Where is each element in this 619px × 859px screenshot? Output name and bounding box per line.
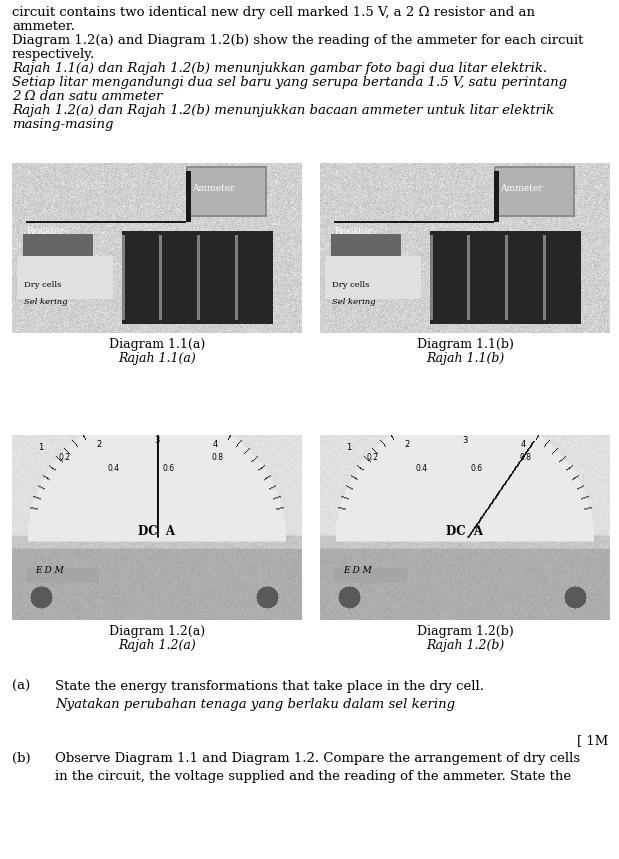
Text: 1: 1 [347, 443, 352, 453]
Text: Rajah 1.2(a) dan Rajah 1.2(b) menunjukkan bacaan ammeter untuk litar elektrik: Rajah 1.2(a) dan Rajah 1.2(b) menunjukka… [12, 104, 554, 117]
Text: 2 Ω dan satu ammeter: 2 Ω dan satu ammeter [12, 90, 162, 103]
Text: 0.4: 0.4 [415, 464, 428, 472]
Text: 0.6: 0.6 [163, 464, 175, 472]
Text: Resistor: Resistor [334, 227, 373, 235]
Text: 2: 2 [404, 440, 410, 448]
Text: 0.2: 0.2 [58, 453, 70, 461]
Text: circuit contains two identical new dry cell marked 1.5 V, a 2 Ω resistor and an: circuit contains two identical new dry c… [12, 6, 535, 19]
Text: Sel kering: Sel kering [24, 298, 67, 307]
Text: 0.6: 0.6 [470, 464, 483, 472]
Text: 2: 2 [97, 440, 102, 448]
Text: 4: 4 [212, 440, 218, 448]
Text: E D M: E D M [343, 565, 372, 575]
Text: Observe Diagram 1.1 and Diagram 1.2. Compare the arrangement of dry cells: Observe Diagram 1.1 and Diagram 1.2. Com… [55, 752, 580, 765]
Text: Dry cells: Dry cells [332, 282, 369, 289]
Text: Rajah 1.1(a): Rajah 1.1(a) [118, 352, 196, 365]
Text: 0.4: 0.4 [108, 464, 119, 472]
Text: (b): (b) [12, 752, 30, 765]
Text: Diagram 1.1(a): Diagram 1.1(a) [109, 338, 205, 351]
Text: Ammeter: Ammeter [500, 184, 542, 193]
Text: E D M: E D M [35, 565, 64, 575]
Text: [ 1M: [ 1M [577, 734, 608, 747]
Text: Diagram 1.2(a) and Diagram 1.2(b) show the reading of the ammeter for each circu: Diagram 1.2(a) and Diagram 1.2(b) show t… [12, 34, 583, 47]
Text: in the circuit, the voltage supplied and the reading of the ammeter. State the: in the circuit, the voltage supplied and… [55, 770, 571, 783]
Text: DC  A: DC A [139, 525, 176, 538]
Text: 4: 4 [521, 440, 526, 448]
Text: (a): (a) [12, 680, 30, 693]
Text: respectively.: respectively. [12, 48, 95, 61]
Text: 3: 3 [462, 436, 468, 445]
Text: 0.8: 0.8 [212, 453, 224, 461]
Text: Rajah 1.1(b): Rajah 1.1(b) [426, 352, 504, 365]
Text: Diagram 1.2(a): Diagram 1.2(a) [109, 625, 205, 638]
Text: 0.2: 0.2 [366, 453, 378, 461]
Text: Diagram 1.2(b): Diagram 1.2(b) [417, 625, 513, 638]
Text: DC  A: DC A [446, 525, 483, 538]
Text: Diagram 1.1(b): Diagram 1.1(b) [417, 338, 513, 351]
Text: masing-masing: masing-masing [12, 118, 113, 131]
Text: Rajah 1.2(b): Rajah 1.2(b) [426, 639, 504, 652]
Text: Rajah 1.1(a) dan Rajah 1.2(b) menunjukkan gambar foto bagi dua litar elektrik.: Rajah 1.1(a) dan Rajah 1.2(b) menunjukka… [12, 62, 547, 75]
Text: Ammeter: Ammeter [192, 184, 235, 193]
Text: Setiap litar mengandungi dua sel baru yang serupa bertanda 1.5 V, satu perintang: Setiap litar mengandungi dua sel baru ya… [12, 76, 567, 89]
Text: 3: 3 [154, 436, 160, 445]
Text: 0.8: 0.8 [520, 453, 532, 461]
Text: ammeter.: ammeter. [12, 20, 75, 33]
Text: 1: 1 [38, 443, 43, 453]
Text: Nyatakan perubahan tenaga yang berlaku dalam sel kering: Nyatakan perubahan tenaga yang berlaku d… [55, 698, 455, 711]
Text: State the energy transformations that take place in the dry cell.: State the energy transformations that ta… [55, 680, 484, 693]
Text: Dry cells: Dry cells [24, 282, 61, 289]
Text: Sel kering: Sel kering [332, 298, 375, 307]
Text: Rajah 1.2(a): Rajah 1.2(a) [118, 639, 196, 652]
Text: Resistor: Resistor [27, 227, 64, 235]
